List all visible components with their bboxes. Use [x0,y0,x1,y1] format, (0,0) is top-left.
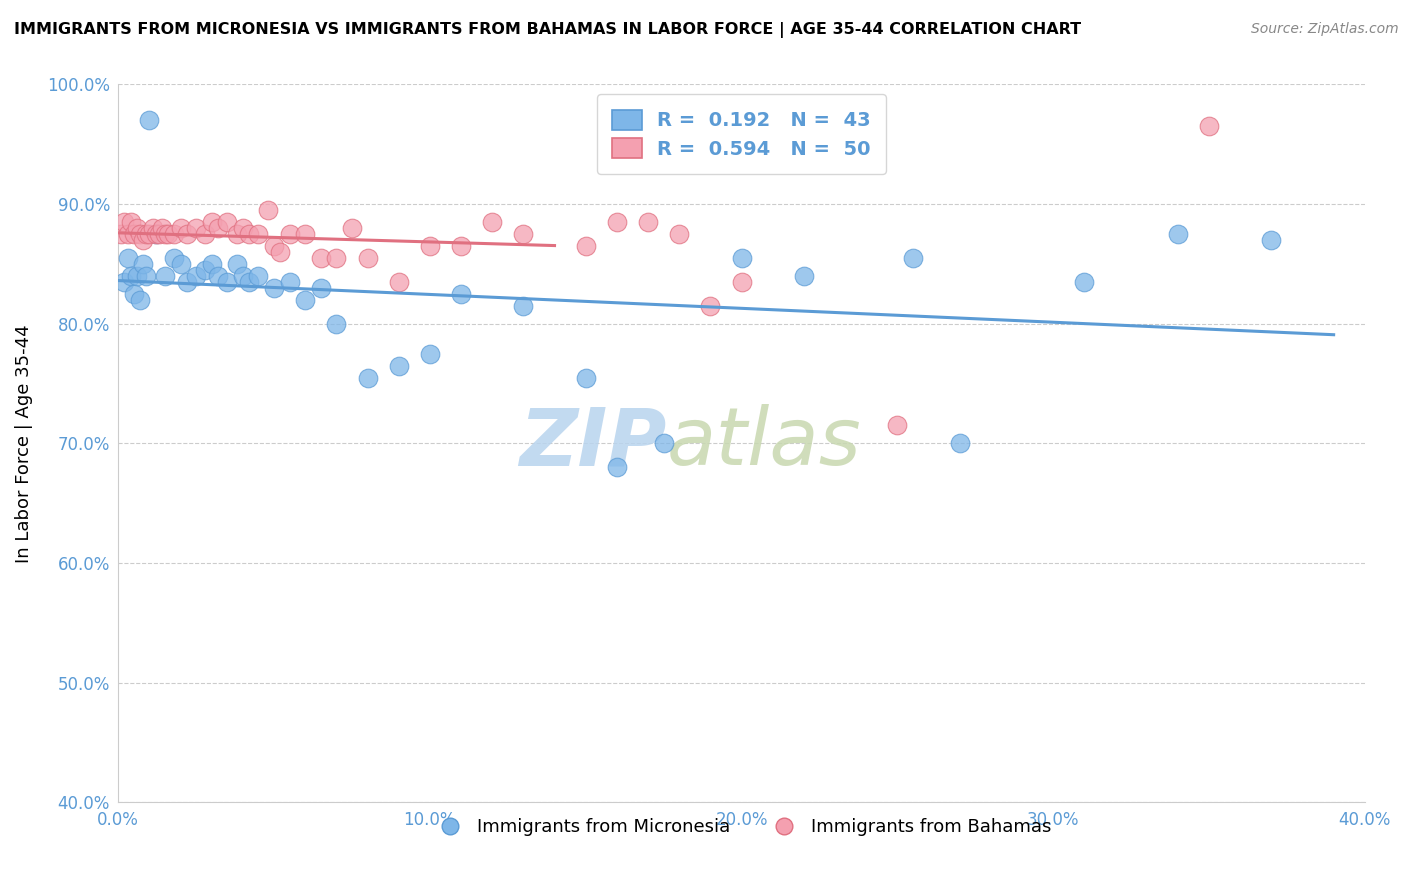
Point [135,227,157,241]
Point [132,257,155,271]
Point [730,251,752,265]
Text: Source: ZipAtlas.com: Source: ZipAtlas.com [1251,22,1399,37]
Point [217,215,239,229]
Point [793,268,815,283]
Point [637,215,659,229]
Point [184,221,207,235]
Point [269,244,291,259]
Point [949,436,972,450]
Point [886,418,908,433]
Point [141,221,163,235]
Point [325,317,347,331]
Point [575,370,598,384]
Legend: Immigrants from Micronesia, Immigrants from Bahamas: Immigrants from Micronesia, Immigrants f… [425,811,1059,844]
Point [1073,275,1095,289]
Point [225,227,247,241]
Text: ZIP: ZIP [519,404,666,483]
Point [606,460,628,475]
Point [122,286,145,301]
Point [232,221,254,235]
Point [419,239,441,253]
Point [207,221,229,235]
Point [150,221,173,235]
Point [129,227,152,241]
Point [278,275,301,289]
Point [325,251,347,265]
Point [419,346,441,360]
Point [194,227,217,241]
Point [117,251,139,265]
Point [138,113,160,128]
Point [652,436,675,450]
Point [668,227,690,241]
Point [340,221,363,235]
Point [356,251,378,265]
Point [129,293,152,307]
Point [481,215,503,229]
Point [450,286,472,301]
Text: IMMIGRANTS FROM MICRONESIA VS IMMIGRANTS FROM BAHAMAS IN LABOR FORCE | AGE 35-44: IMMIGRANTS FROM MICRONESIA VS IMMIGRANTS… [14,22,1081,38]
Point [901,251,924,265]
Point [388,275,411,289]
Point [207,268,229,283]
Point [157,227,180,241]
Point [153,227,176,241]
Point [125,221,148,235]
Point [120,268,142,283]
Point [699,299,721,313]
Point [575,239,598,253]
Point [132,233,155,247]
Point [145,227,167,241]
Point [247,268,270,283]
Point [1198,120,1220,134]
Y-axis label: In Labor Force | Age 35-44: In Labor Force | Age 35-44 [15,324,32,563]
Point [217,275,239,289]
Point [153,268,176,283]
Point [176,227,198,241]
Point [512,299,534,313]
Point [247,227,270,241]
Point [294,227,316,241]
Point [194,263,217,277]
Point [730,275,752,289]
Point [138,227,160,241]
Point [309,251,332,265]
Point [163,251,186,265]
Point [356,370,378,384]
Point [294,293,316,307]
Text: atlas: atlas [666,404,862,483]
Point [225,257,247,271]
Point [176,275,198,289]
Point [163,227,186,241]
Point [169,257,191,271]
Point [256,202,278,217]
Point [309,281,332,295]
Point [117,227,139,241]
Point [278,227,301,241]
Point [114,215,136,229]
Point [606,215,628,229]
Point [388,359,411,373]
Point [201,257,224,271]
Point [110,227,132,241]
Point [1260,233,1282,247]
Point [120,215,142,229]
Point [450,239,472,253]
Point [232,268,254,283]
Point [125,268,148,283]
Point [145,227,167,241]
Point [263,239,285,253]
Point [1167,227,1189,241]
Point [201,215,224,229]
Point [238,275,260,289]
Point [512,227,534,241]
Point [263,281,285,295]
Point [122,227,145,241]
Point [148,227,170,241]
Point [238,227,260,241]
Point [184,268,207,283]
Point [169,221,191,235]
Point [114,275,136,289]
Point [135,268,157,283]
